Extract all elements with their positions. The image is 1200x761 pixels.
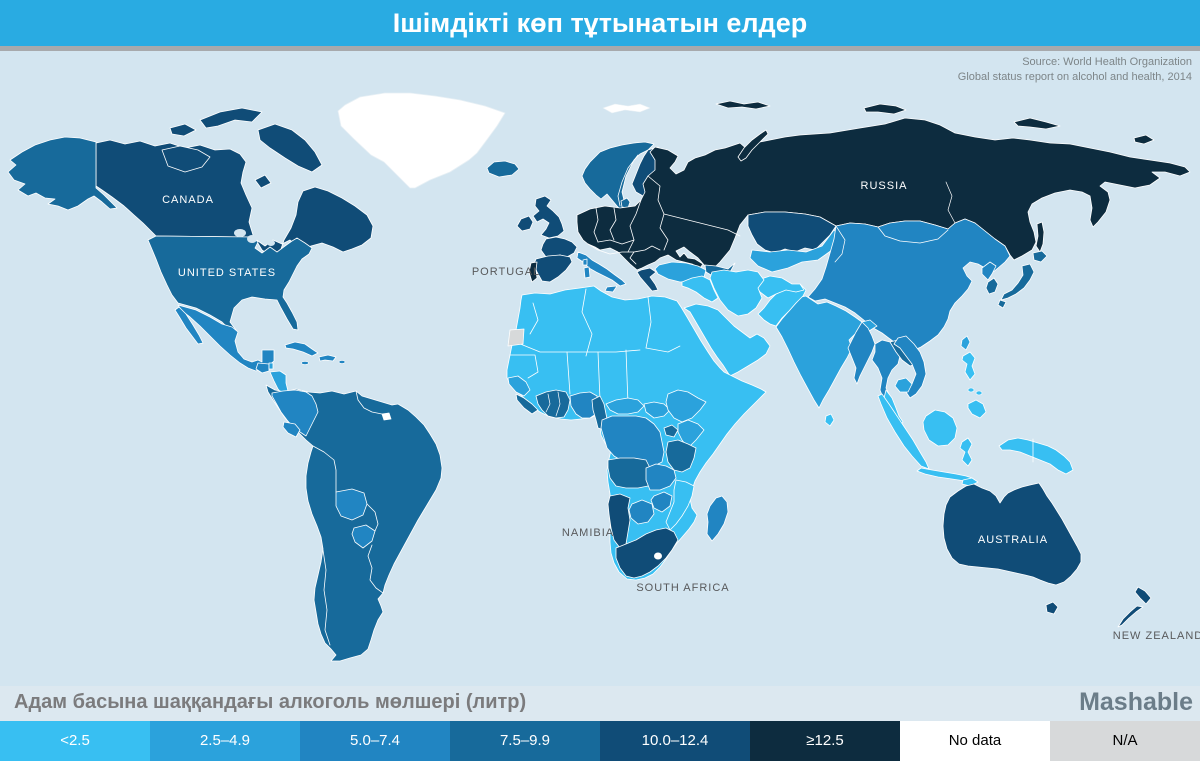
svg-text:UNITED STATES: UNITED STATES	[178, 267, 276, 279]
svg-text:AUSTRALIA: AUSTRALIA	[978, 534, 1048, 546]
svg-text:NEW ZEALAND: NEW ZEALAND	[1113, 630, 1200, 642]
svg-text:SOUTH AFRICA: SOUTH AFRICA	[636, 582, 729, 594]
svg-text:CANADA: CANADA	[162, 194, 214, 206]
svg-text:PORTUGAL: PORTUGAL	[472, 266, 540, 278]
svg-text:NAMIBIA: NAMIBIA	[562, 527, 614, 539]
svg-text:RUSSIA: RUSSIA	[861, 180, 908, 192]
